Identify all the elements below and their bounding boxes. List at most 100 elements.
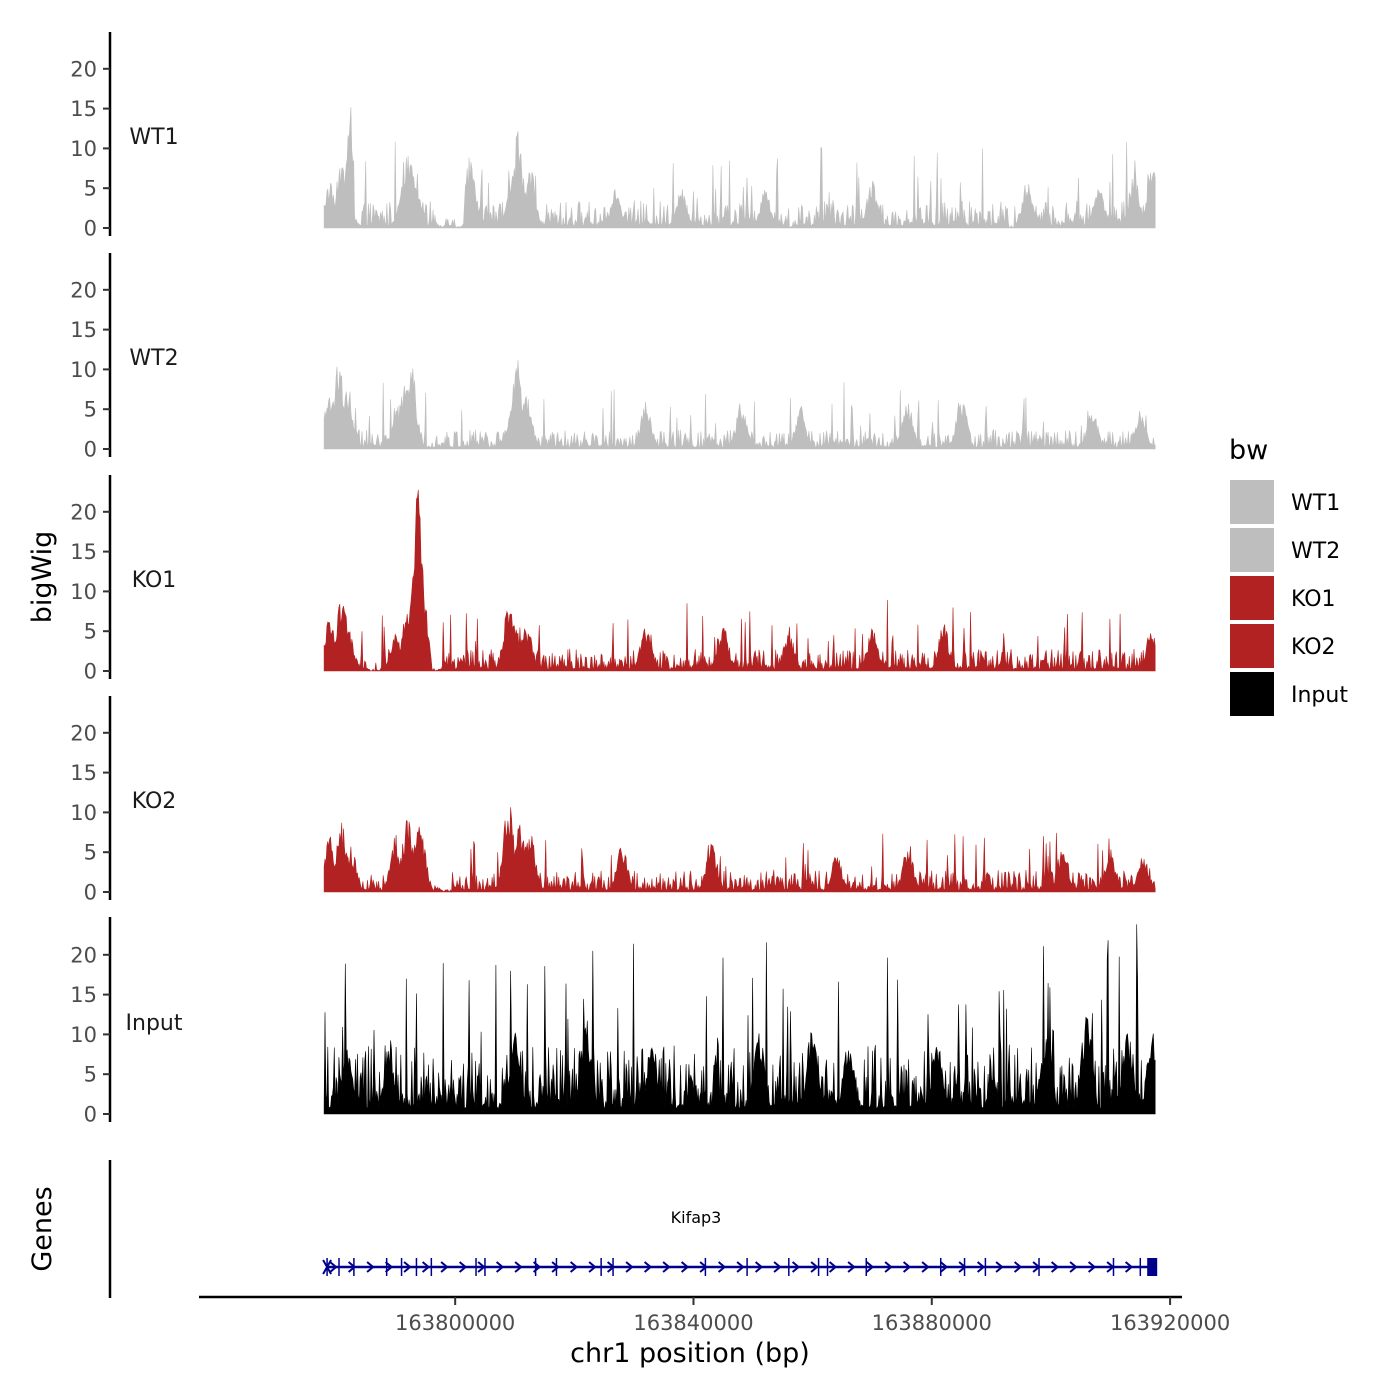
legend-key-ko2 <box>1230 624 1274 668</box>
y-tick-label-ko1-5: 5 <box>84 620 97 644</box>
y-tick-label-ko2-5: 5 <box>84 841 97 865</box>
strand-arrow-icon <box>884 1261 893 1273</box>
y-tick-label-input-15: 15 <box>70 983 97 1007</box>
strand-arrow-icon <box>995 1261 1004 1273</box>
y-tick-label-wt2-15: 15 <box>70 318 97 342</box>
y-tick-label-ko2-20: 20 <box>70 721 97 745</box>
legend-label-wt1: WT1 <box>1291 491 1340 516</box>
y-tick-label-ko1-10: 10 <box>70 580 97 604</box>
strand-arrow-icon <box>699 1261 708 1273</box>
track-label-ko1: KO1 <box>132 568 177 593</box>
x-tick-label-2: 163880000 <box>872 1311 992 1335</box>
strand-arrow-icon <box>847 1261 856 1273</box>
strand-arrow-icon <box>329 1261 338 1273</box>
signal-area-input <box>323 924 1156 1115</box>
genes-panel: Genes Kifap3 <box>27 1160 1158 1298</box>
gene-start-mark <box>322 1259 332 1275</box>
gene-name-label: Kifap3 <box>671 1208 722 1227</box>
strand-arrow-icon <box>939 1261 949 1273</box>
legend-key-wt2 <box>1230 528 1274 572</box>
strand-arrow-icon <box>606 1261 616 1273</box>
strand-arrow-icon <box>532 1261 542 1273</box>
gene-end-exon <box>1147 1258 1158 1276</box>
strand-arrow-icon <box>1124 1261 1134 1273</box>
strand-arrow-icon <box>1013 1261 1023 1273</box>
strand-arrow-icon <box>366 1261 375 1273</box>
strand-arrow-icon <box>477 1261 486 1273</box>
strand-arrow-icon <box>958 1261 967 1273</box>
strand-arrow-icon <box>458 1261 468 1273</box>
y-tick-label-input-0: 0 <box>84 1103 97 1127</box>
y-tick-label-ko1-0: 0 <box>84 660 97 684</box>
strand-arrow-icon <box>403 1261 412 1273</box>
x-axis-title: chr1 position (bp) <box>570 1338 810 1369</box>
y-tick-label-ko1-15: 15 <box>70 540 97 564</box>
strand-arrow-icon <box>347 1261 357 1273</box>
y-tick-label-ko2-15: 15 <box>70 761 97 785</box>
x-tick-label-0: 163800000 <box>395 1311 515 1335</box>
y-tick-label-wt2-5: 5 <box>84 398 97 422</box>
legend: bw WT1 WT2 KO1 KO2 Input <box>1229 435 1348 716</box>
legend-label-ko2: KO2 <box>1291 635 1336 660</box>
strand-arrow-icon <box>1032 1261 1041 1273</box>
strand-arrow-icon <box>736 1261 745 1273</box>
strand-arrow-icon <box>1087 1261 1097 1273</box>
strand-arrow-icon <box>680 1261 690 1273</box>
strand-arrow-icon <box>384 1261 394 1273</box>
y-axis-title: bigWig <box>27 531 58 624</box>
y-tick-label-input-5: 5 <box>84 1063 97 1087</box>
strand-arrow-icon <box>495 1261 505 1273</box>
strand-arrow-icon <box>828 1261 838 1273</box>
signal-area-ko1 <box>323 489 1156 672</box>
legend-item-ko2: KO2 <box>1230 624 1336 668</box>
y-tick-label-wt2-10: 10 <box>70 358 97 382</box>
track-panel-ko2: KO2 <box>132 789 177 814</box>
strand-arrow-icon <box>773 1261 782 1273</box>
strand-arrow-icon <box>902 1261 912 1273</box>
signal-area-wt2 <box>323 360 1156 450</box>
genes-axis-title: Genes <box>27 1186 58 1271</box>
x-tick-label-1: 163840000 <box>633 1311 753 1335</box>
strand-arrow-icon <box>643 1261 653 1273</box>
track-label-wt2: WT2 <box>129 346 178 371</box>
legend-key-wt1 <box>1230 480 1274 524</box>
y-tick-label-wt2-0: 0 <box>84 438 97 462</box>
strand-arrow-icon <box>1069 1261 1078 1273</box>
signal-area-ko2 <box>323 807 1156 893</box>
track-panel-input: Input <box>126 1011 183 1036</box>
y-tick-label-wt1-0: 0 <box>84 217 97 241</box>
strand-arrow-icon <box>588 1261 597 1273</box>
strand-arrow-icon <box>865 1261 875 1273</box>
legend-key-input <box>1230 672 1274 716</box>
y-tick-label-input-10: 10 <box>70 1023 97 1047</box>
strand-arrow-icon <box>717 1261 727 1273</box>
track-label-ko2: KO2 <box>132 789 177 814</box>
y-tick-label-wt2-20: 20 <box>70 278 97 302</box>
legend-label-ko1: KO1 <box>1291 587 1336 612</box>
strand-arrow-icon <box>976 1261 986 1273</box>
signal-area-wt1 <box>323 107 1156 229</box>
strand-arrow-icon <box>625 1261 634 1273</box>
strand-arrow-icon <box>754 1261 764 1273</box>
legend-key-ko1 <box>1230 576 1274 620</box>
x-tick-label-3: 163920000 <box>1110 1311 1230 1335</box>
legend-item-wt1: WT1 <box>1230 480 1340 524</box>
track-label-input: Input <box>126 1011 183 1036</box>
y-tick-label-wt1-5: 5 <box>84 177 97 201</box>
y-tick-label-ko2-10: 10 <box>70 801 97 825</box>
y-tick-label-wt1-10: 10 <box>70 137 97 161</box>
signal-tracks <box>323 107 1156 1115</box>
strand-arrow-icon <box>791 1261 801 1273</box>
strand-arrow-icon <box>569 1261 579 1273</box>
track-label-wt1: WT1 <box>129 125 178 150</box>
track-panel-ko1: KO1 <box>132 568 177 593</box>
gene-model <box>322 1258 1158 1276</box>
strand-arrow-icon <box>1106 1261 1115 1273</box>
y-axes: 0 5 10 15 20 0 5 10 15 20 0 5 10 15 20 0 5 10 15 20 0 5 10 15 20 <box>70 32 112 1127</box>
strand-arrow-icon <box>440 1261 449 1273</box>
strand-arrow-icon <box>421 1261 431 1273</box>
legend-item-input: Input <box>1230 672 1348 716</box>
y-tick-label-ko2-0: 0 <box>84 881 97 905</box>
strand-arrow-icon <box>514 1261 523 1273</box>
x-axis: 163800000 163840000 163880000 163920000 <box>199 1295 1230 1335</box>
